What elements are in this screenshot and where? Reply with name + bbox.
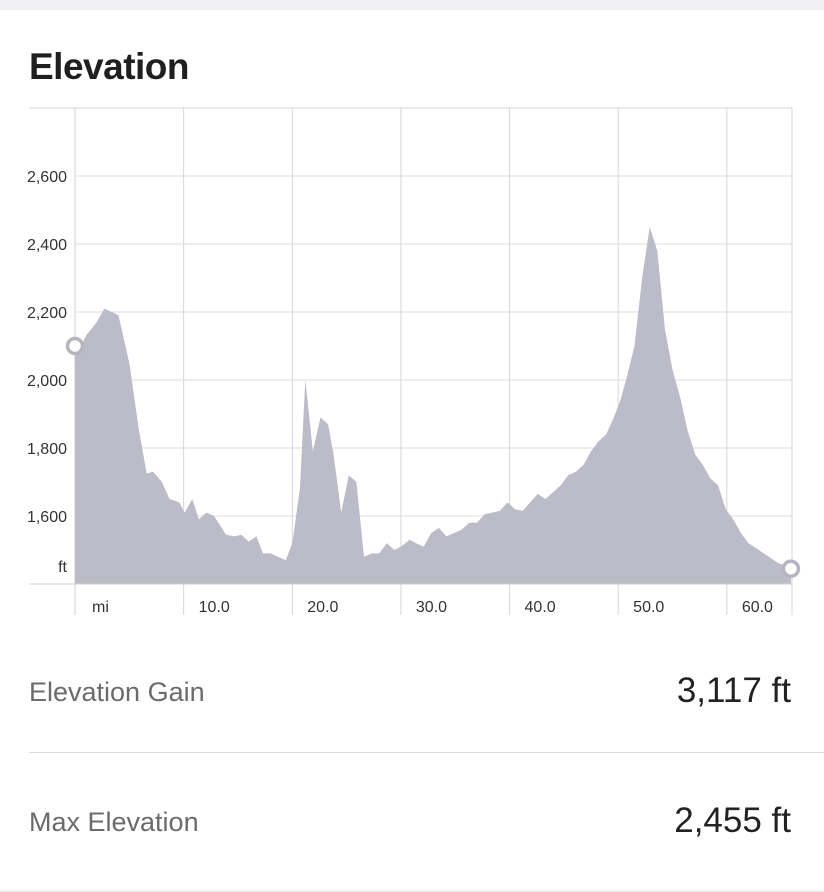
end-marker bbox=[781, 559, 801, 578]
x-tick-label: 60.0 bbox=[742, 599, 773, 616]
divider bbox=[29, 752, 824, 753]
y-tick-label: 1,600 bbox=[27, 509, 67, 526]
stat-elevation-gain: Elevation Gain 3,117 ft bbox=[29, 665, 791, 725]
stat-max-elevation: Max Elevation 2,455 ft bbox=[29, 795, 791, 855]
stat-label: Max Elevation bbox=[29, 807, 199, 837]
y-tick-label: 2,400 bbox=[27, 237, 67, 254]
x-tick-label: 40.0 bbox=[525, 599, 556, 616]
elevation-chart: 1,600 1,800 2,000 2,200 2,400 2,600 ft mi 10.0 20… bbox=[27, 107, 801, 616]
stat-value: 3,117 ft bbox=[676, 671, 791, 710]
section-title: Elevation bbox=[29, 46, 190, 87]
elevation-area bbox=[75, 227, 791, 584]
y-tick-label: 1,800 bbox=[27, 441, 67, 458]
x-tick-label: 50.0 bbox=[633, 599, 664, 616]
x-tick-label: 10.0 bbox=[199, 599, 230, 616]
y-tick-label: 2,200 bbox=[27, 305, 67, 322]
stat-label: Elevation Gain bbox=[29, 677, 205, 707]
x-tick-label: 20.0 bbox=[307, 599, 338, 616]
start-marker bbox=[65, 336, 85, 356]
y-tick-label: 2,000 bbox=[27, 373, 67, 390]
y-tick-label: 2,600 bbox=[27, 169, 67, 186]
elevation-card: Elevation 1,600 1,800 2,000 2,200 2,400 2,600… bbox=[0, 10, 824, 890]
y-unit-label: ft bbox=[58, 559, 67, 576]
x-unit-label: mi bbox=[92, 599, 109, 616]
x-tick-label: 30.0 bbox=[416, 599, 447, 616]
stat-value: 2,455 ft bbox=[674, 801, 791, 840]
